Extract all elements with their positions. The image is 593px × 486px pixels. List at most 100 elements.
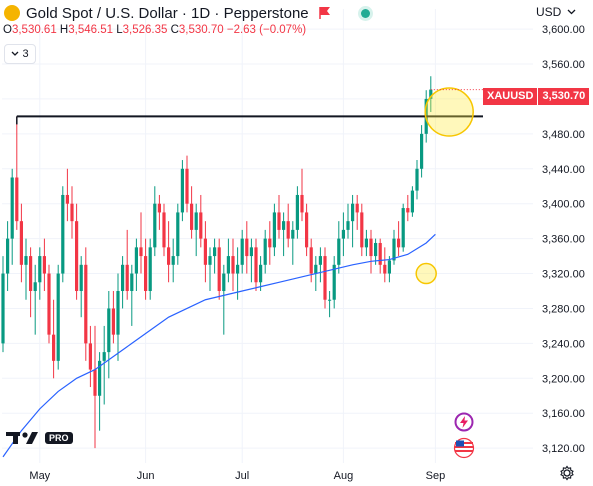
open-label: O bbox=[3, 24, 12, 36]
candle-body bbox=[42, 256, 46, 274]
candle-body bbox=[56, 273, 60, 361]
candle-body bbox=[309, 247, 313, 274]
candle-body bbox=[387, 260, 391, 274]
low-value: 3,526.35 bbox=[122, 24, 168, 36]
candle-body bbox=[88, 343, 92, 370]
candle-body bbox=[240, 238, 244, 265]
candle-body bbox=[162, 212, 166, 248]
candle-body bbox=[314, 264, 318, 274]
candle-body bbox=[153, 203, 157, 248]
pro-badge: PRO bbox=[45, 432, 73, 444]
candle-body bbox=[245, 238, 249, 257]
candle-body bbox=[323, 256, 327, 300]
candle-body bbox=[10, 177, 14, 239]
candle-body bbox=[121, 264, 125, 292]
candle-body bbox=[61, 194, 65, 274]
candle-body bbox=[378, 242, 382, 265]
candle-body bbox=[217, 247, 221, 292]
candle-body bbox=[268, 238, 272, 248]
flag-icon[interactable] bbox=[318, 6, 333, 20]
candle-body bbox=[130, 273, 134, 292]
candle-body bbox=[295, 194, 299, 230]
candle-body bbox=[351, 203, 355, 222]
candle-body bbox=[401, 208, 405, 248]
chart-title[interactable]: Gold Spot / U.S. Dollar · 1D · Peppersto… bbox=[26, 4, 309, 22]
candle-body bbox=[190, 203, 194, 230]
candle-body bbox=[134, 247, 138, 274]
candle-body bbox=[369, 238, 373, 257]
x-tick-label: Sep bbox=[426, 470, 446, 482]
tradingview-logo[interactable]: PRO bbox=[6, 431, 73, 445]
candle-body bbox=[277, 212, 281, 230]
candle-body bbox=[176, 212, 180, 257]
candle-body bbox=[415, 168, 419, 191]
candle-body bbox=[116, 291, 120, 335]
candle-body bbox=[360, 212, 364, 248]
candle-body bbox=[47, 273, 51, 335]
candle-body bbox=[226, 256, 230, 274]
candle-body bbox=[93, 369, 97, 396]
y-tick-label: 3,400.00 bbox=[542, 199, 585, 211]
candle-body bbox=[79, 264, 83, 292]
candle-body bbox=[65, 194, 69, 204]
candle-body bbox=[364, 238, 368, 248]
candle-body bbox=[254, 247, 258, 283]
tv-mark-icon bbox=[6, 432, 38, 444]
y-tick-label: 3,120.00 bbox=[542, 443, 585, 455]
close-value: 3,530.70 bbox=[178, 24, 224, 36]
y-tick-label: 3,440.00 bbox=[542, 164, 585, 176]
candle-body bbox=[167, 247, 171, 265]
candle-body bbox=[236, 264, 240, 274]
y-tick-label: 3,240.00 bbox=[542, 338, 585, 350]
ohlc-readout: O3,530.61 H3,546.51 L3,526.35 C3,530.70 … bbox=[3, 24, 306, 36]
us-flag-icon[interactable] bbox=[452, 437, 476, 459]
candle-body bbox=[38, 256, 42, 283]
candle-body bbox=[286, 221, 290, 239]
candle-body bbox=[102, 352, 106, 361]
candle-body bbox=[300, 194, 304, 213]
candle-body bbox=[52, 334, 56, 361]
lightning-icon[interactable] bbox=[454, 412, 474, 432]
candle-body bbox=[291, 229, 295, 239]
y-tick-label: 3,160.00 bbox=[542, 408, 585, 420]
x-tick-label: Jun bbox=[137, 470, 155, 482]
indicators-toggle[interactable]: 3 bbox=[4, 44, 36, 64]
x-tick-label: May bbox=[29, 470, 50, 482]
candle-body bbox=[84, 264, 88, 344]
low-label: L bbox=[116, 24, 123, 36]
candle-body bbox=[249, 247, 253, 257]
candle-body bbox=[157, 203, 161, 213]
open-value: 3,530.61 bbox=[11, 24, 57, 36]
y-tick-label: 3,480.00 bbox=[542, 129, 585, 141]
candle-body bbox=[148, 247, 152, 292]
last-price-label: XAUUSD 3,530.70 bbox=[483, 88, 590, 105]
currency-selector[interactable]: USD bbox=[536, 2, 584, 22]
candle-body bbox=[222, 273, 226, 292]
candle-body bbox=[282, 221, 286, 230]
candle-body bbox=[410, 190, 414, 213]
candle-body bbox=[341, 229, 345, 239]
candle-body bbox=[70, 203, 74, 222]
candle-body bbox=[111, 308, 115, 335]
candle-body bbox=[144, 256, 148, 292]
candle-body bbox=[29, 256, 33, 292]
candle-body bbox=[1, 273, 5, 344]
moving-average-line bbox=[2, 233, 436, 458]
y-tick-label: 3,200.00 bbox=[542, 373, 585, 385]
y-tick-label: 3,360.00 bbox=[542, 234, 585, 246]
candle-body bbox=[180, 168, 184, 213]
candle-body bbox=[429, 89, 433, 99]
y-tick-label: 3,280.00 bbox=[542, 303, 585, 315]
candle-body bbox=[15, 177, 19, 222]
candle-body bbox=[318, 256, 322, 265]
high-value: 3,546.51 bbox=[68, 24, 113, 36]
candle-body bbox=[332, 264, 336, 300]
candle-body bbox=[383, 264, 387, 274]
highlight-circle bbox=[415, 262, 437, 285]
settings-icon[interactable] bbox=[559, 465, 575, 481]
candle-body bbox=[392, 238, 396, 261]
candle-body bbox=[75, 221, 79, 292]
candle-body bbox=[6, 238, 10, 274]
